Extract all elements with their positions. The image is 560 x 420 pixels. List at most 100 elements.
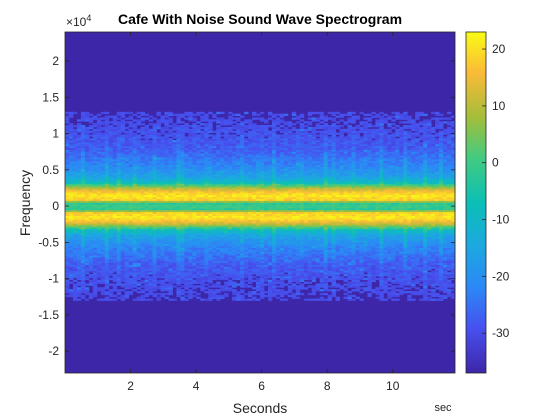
heatmap-cell <box>124 262 130 266</box>
heatmap-cell <box>144 245 149 249</box>
heatmap-cell <box>176 149 181 152</box>
heatmap-cell <box>128 134 134 137</box>
heatmap-cell <box>84 257 90 260</box>
heatmap-cell <box>263 236 269 239</box>
heatmap-cell <box>80 253 86 256</box>
heatmap-cell <box>224 166 229 169</box>
heatmap-cell <box>100 281 106 284</box>
heatmap-cell <box>68 174 74 177</box>
heatmap-cell <box>184 138 189 141</box>
heatmap-cell <box>263 238 269 241</box>
heatmap-cell <box>144 292 149 296</box>
heatmap-cell <box>80 260 86 264</box>
heatmap-cell <box>156 140 161 143</box>
heatmap-cell <box>108 243 114 247</box>
heatmap-cell <box>267 262 273 266</box>
heatmap-cell <box>256 238 261 241</box>
heatmap-cell <box>172 183 177 186</box>
heatmap-cell <box>176 119 181 122</box>
heatmap-cell <box>144 143 149 147</box>
heatmap-cell <box>267 204 273 207</box>
heatmap-cell <box>208 111 213 115</box>
heatmap-cell <box>252 209 257 213</box>
heatmap-cell <box>72 274 78 277</box>
heatmap-cell <box>168 185 173 188</box>
heatmap-cell <box>256 268 261 271</box>
heatmap-cell <box>160 208 165 211</box>
heatmap-cell <box>104 270 110 273</box>
heatmap-cell <box>120 125 126 128</box>
heatmap-cell <box>112 170 118 173</box>
heatmap-cell <box>132 272 138 275</box>
heatmap-cell <box>184 125 189 128</box>
heatmap-cell <box>152 125 157 128</box>
heatmap-cell <box>232 258 237 262</box>
heatmap-cell <box>240 185 245 188</box>
heatmap-cell <box>112 143 118 147</box>
heatmap-cell <box>200 274 205 277</box>
heatmap-cell <box>112 121 118 124</box>
heatmap-cell <box>220 255 225 258</box>
heatmap-cell <box>256 191 261 194</box>
heatmap-cell <box>112 189 118 192</box>
heatmap-cell <box>204 194 209 198</box>
heatmap-cell <box>88 119 94 122</box>
heatmap-cell <box>92 117 98 120</box>
heatmap-cell <box>212 198 217 201</box>
heatmap-cell <box>263 291 269 294</box>
heatmap-cell <box>65 275 70 279</box>
heatmap-cell <box>184 260 189 264</box>
heatmap-cell <box>160 249 165 252</box>
heatmap-cell <box>248 149 253 152</box>
heatmap-cell <box>184 264 189 267</box>
heatmap-cell <box>152 257 157 260</box>
heatmap-cell <box>132 266 138 269</box>
heatmap-cell <box>172 140 177 143</box>
heatmap-cell <box>236 215 241 218</box>
heatmap-cell <box>232 136 237 139</box>
heatmap-cell <box>164 236 169 239</box>
heatmap-cell <box>164 162 169 166</box>
heatmap-cell <box>128 170 134 173</box>
heatmap-cell <box>168 217 173 220</box>
heatmap-cell <box>108 240 114 243</box>
heatmap-cell <box>275 151 281 154</box>
heatmap-cell <box>65 279 70 282</box>
heatmap-cell <box>104 115 110 118</box>
heatmap-cell <box>116 264 122 267</box>
heatmap-cell <box>208 125 213 128</box>
heatmap-cell <box>168 117 173 120</box>
heatmap-cell <box>208 177 213 181</box>
heatmap-cell <box>104 189 110 192</box>
heatmap-cell <box>116 198 122 201</box>
heatmap-cell <box>104 125 110 128</box>
heatmap-cell <box>148 258 153 262</box>
heatmap-cell <box>172 158 177 162</box>
heatmap-cell <box>192 264 197 267</box>
heatmap-cell <box>164 268 169 271</box>
heatmap-cell <box>188 115 193 118</box>
heatmap-cell <box>244 221 249 224</box>
heatmap-cell <box>65 130 70 133</box>
heatmap-cell <box>260 128 265 132</box>
heatmap-cell <box>72 174 78 177</box>
heatmap-cell <box>271 196 277 199</box>
heatmap-cell <box>184 262 189 266</box>
heatmap-cell <box>116 200 122 203</box>
heatmap-cell <box>160 255 165 258</box>
heatmap-cell <box>164 179 169 183</box>
heatmap-cell <box>256 249 261 252</box>
heatmap-cell <box>200 243 205 247</box>
heatmap-cell <box>188 266 193 269</box>
heatmap-cell <box>200 236 205 239</box>
heatmap-cell <box>92 234 98 237</box>
heatmap-cell <box>236 236 241 239</box>
heatmap-cell <box>192 200 197 203</box>
heatmap-cell <box>232 202 237 205</box>
heatmap-cell <box>248 208 253 211</box>
heatmap-cell <box>128 247 134 250</box>
heatmap-cell <box>68 209 74 213</box>
heatmap-cell <box>267 111 273 115</box>
heatmap-cell <box>108 194 114 198</box>
heatmap-cell <box>224 245 229 249</box>
